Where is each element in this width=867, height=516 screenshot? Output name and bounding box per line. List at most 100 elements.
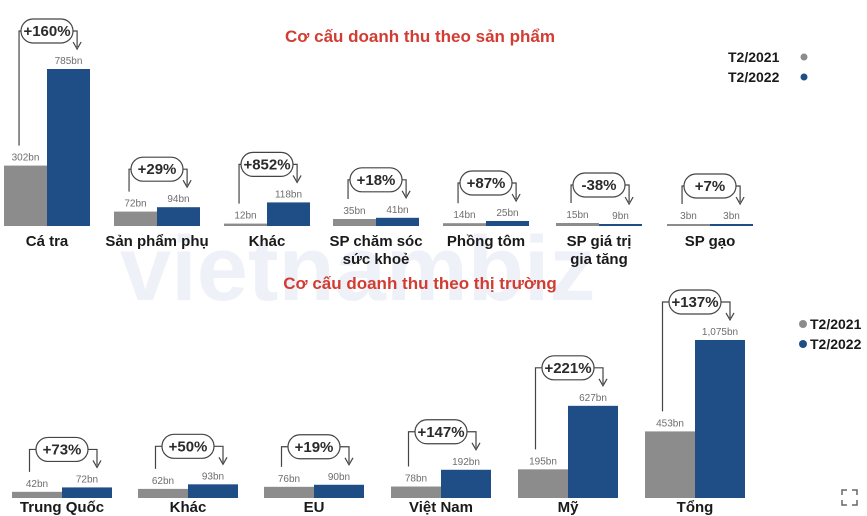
watermark: vietnambiz [120,218,595,320]
legend-marker-2021 [799,320,807,328]
value-label-2021: 42bn [26,479,48,490]
change-bubble [459,170,513,196]
change-percent: +147% [417,424,464,441]
change-arrow-icon [72,41,82,51]
value-label-2022: 90bn [328,472,350,483]
change-percent: +7% [695,178,725,195]
category-label: Phồng tôm [447,233,525,250]
change-bubble [20,18,74,44]
change-arrow-icon [725,312,735,322]
change-percent: +852% [243,156,290,173]
category-label: Sản phẩm phụ [105,233,208,250]
bar-2021 [264,486,314,498]
change-arrow-icon [292,175,302,184]
change-arrow-icon [624,196,634,206]
value-label-2021: 12bn [234,211,256,222]
legend-marker-2022 [800,73,808,81]
change-bubble [349,167,403,193]
bar-2021 [391,486,441,498]
bar-2021 [114,211,157,226]
category-label: Khác [170,499,207,516]
value-label-2022: 93bn [202,471,224,482]
value-label-2022: 3bn [723,211,740,222]
change-arrow-icon [735,196,745,206]
change-percent: +160% [23,23,70,40]
bar-2022 [376,217,419,226]
value-label-2021: 35bn [343,206,365,217]
value-label-2022: 72bn [76,474,98,485]
category-label: sức khoẻ [343,251,410,268]
bar-2021 [138,488,188,498]
legend-label-2021: T2/2021 [810,316,862,332]
bar-2021 [443,223,486,226]
bar-2022 [441,469,491,498]
bar-2022 [568,405,618,498]
value-label-2021: 78bn [405,474,427,485]
change-arrow-icon [471,442,481,451]
value-label-2021: 72bn [124,199,146,210]
bar-2022 [157,207,200,226]
bar-2022 [710,224,753,226]
bar-2021 [518,469,568,498]
value-label-2022: 785bn [55,56,83,67]
change-percent: +137% [671,294,718,311]
legend-label-2021: T2/2021 [728,49,780,65]
category-label: EU [304,499,325,516]
change-percent: -38% [581,177,616,194]
change-arrow-icon [598,378,608,388]
value-label-2022: 118bn [275,189,302,200]
bar-2021 [12,491,62,498]
product-chart-title: Cơ cấu doanh thu theo sản phẩm [285,27,555,46]
category-label: Cá tra [26,233,69,250]
value-label-2022: 627bn [579,393,607,404]
value-label-2021: 62bn [152,476,174,487]
change-percent: +19% [295,439,334,456]
change-bubble [541,355,595,381]
bar-2021 [645,431,695,498]
change-bubble [161,433,215,459]
value-label-2022: 9bn [612,211,629,222]
market-chart-title: Cơ cấu doanh thu theo thị trường [283,274,557,293]
category-label: Tổng [677,499,714,516]
change-percent: +18% [357,172,396,189]
change-bubble [414,419,468,445]
change-bubble [287,434,341,460]
category-label: Khác [249,233,286,250]
change-percent: +221% [544,360,591,377]
change-arrow-icon [182,179,192,189]
change-arrow-icon [92,460,102,469]
legend-marker-2021 [800,53,808,61]
change-arrow-icon [401,190,411,200]
bar-2021 [333,219,376,226]
category-label: SP gạo [685,233,736,250]
value-label-2021: 302bn [12,153,40,164]
change-arrow-icon [511,193,521,203]
product-revenue-chart: 302bn 785bn +160% Cá tra 72bn 94bn +29% Sản phẩ… [4,18,753,268]
market-chart-legend: T2/2021 T2/2022 [799,316,862,352]
bar-2022 [599,224,642,226]
change-bubble [240,151,294,177]
legend-marker-2022 [799,340,807,348]
value-label-2021: 195bn [529,456,557,467]
legend-label-2022: T2/2022 [810,336,862,352]
category-label: Mỹ [558,499,579,516]
change-percent: +29% [138,161,177,178]
change-bubble [683,173,737,199]
value-label-2022: 192bn [452,457,480,468]
bar-2022 [47,69,90,226]
expand-icon[interactable] [841,489,858,506]
category-label: Việt Nam [409,499,473,516]
watermark-text: vietnambiz [120,218,595,320]
change-arrow-icon [218,457,228,466]
category-label: SP giá trị [567,233,632,250]
product-chart-legend: T2/2021 T2/2022 [728,49,808,85]
change-percent: +50% [169,438,208,455]
category-label: Trung Quốc [20,499,104,516]
bar-2021 [556,223,599,226]
change-percent: +87% [467,175,506,192]
value-label-2021: 14bn [453,210,475,221]
value-label-2021: 453bn [656,418,684,429]
bar-2021 [667,224,710,226]
value-label-2021: 15bn [566,210,588,221]
